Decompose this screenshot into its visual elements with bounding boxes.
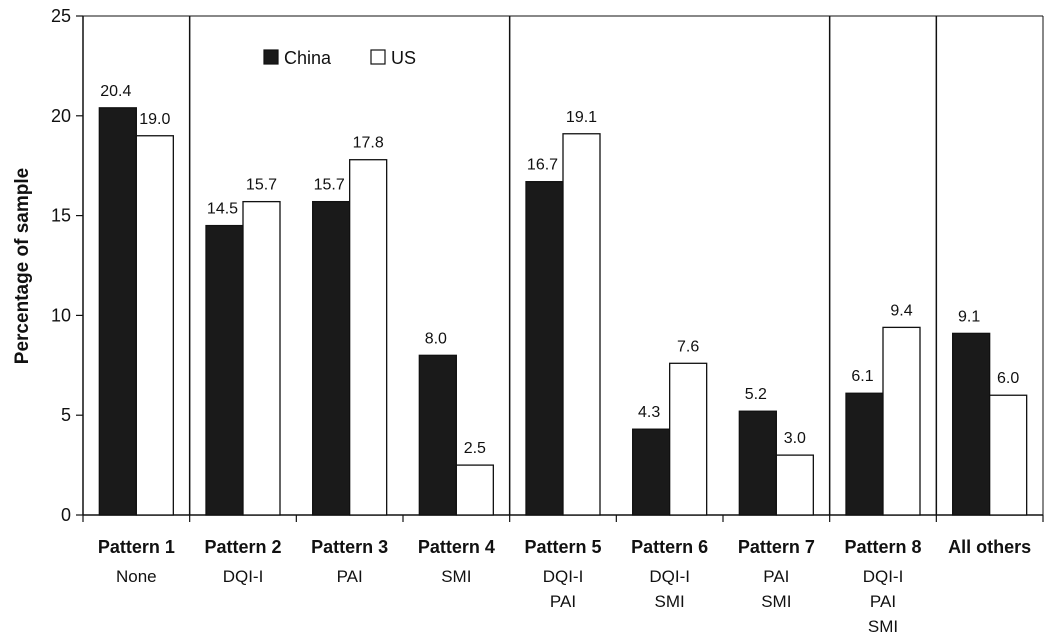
data-label-china: 4.3	[638, 404, 660, 421]
data-label-us: 3.0	[784, 430, 806, 447]
bar-us	[775, 454, 814, 516]
bar-us	[455, 464, 494, 516]
bar-china	[525, 181, 564, 516]
category-sublabel: PAI	[763, 567, 789, 586]
bar-china	[845, 392, 884, 516]
bar-us	[135, 135, 174, 516]
y-tick-label: 20	[51, 106, 71, 126]
bar-china	[312, 200, 351, 516]
y-tick-label: 5	[61, 405, 71, 425]
data-label-us: 17.8	[353, 135, 384, 152]
bar-us	[989, 394, 1028, 516]
legend-label-us: US	[391, 48, 416, 68]
data-label-us: 19.1	[566, 109, 597, 126]
category-label: Pattern 7	[738, 537, 815, 557]
y-tick-label: 25	[51, 6, 71, 26]
category-label: Pattern 6	[631, 537, 708, 557]
data-label-china: 9.1	[958, 308, 980, 325]
bar-us	[242, 200, 281, 516]
category-sublabel: SMI	[868, 617, 898, 636]
category-sublabel: PAI	[337, 567, 363, 586]
data-label-china: 20.4	[100, 83, 131, 100]
category-label: All others	[948, 537, 1031, 557]
data-label-us: 9.4	[890, 302, 912, 319]
y-tick-label: 0	[61, 505, 71, 525]
category-sublabel: SMI	[441, 567, 471, 586]
y-tick-label: 15	[51, 206, 71, 226]
bar-china	[738, 410, 777, 516]
category-label: Pattern 8	[844, 537, 921, 557]
category-label: Pattern 2	[204, 537, 281, 557]
bar-china	[632, 428, 671, 516]
category-sublabel: PAI	[870, 592, 896, 611]
category-sublabel: SMI	[655, 592, 685, 611]
category-sublabel: PAI	[550, 592, 576, 611]
data-label-china: 15.7	[314, 177, 345, 194]
data-label-us: 15.7	[246, 177, 277, 194]
data-label-china: 8.0	[425, 330, 447, 347]
data-label-us: 7.6	[677, 338, 699, 355]
category-sublabel: DQI-I	[649, 567, 690, 586]
data-label-china: 14.5	[207, 201, 238, 218]
category-sublabel: DQI-I	[863, 567, 904, 586]
category-label: Pattern 1	[98, 537, 175, 557]
data-label-us: 19.0	[139, 111, 170, 128]
category-label: Pattern 5	[524, 537, 601, 557]
category-sublabel: DQI-I	[223, 567, 264, 586]
data-label-china: 16.7	[527, 157, 558, 174]
data-label-china: 5.2	[745, 386, 767, 403]
data-label-us: 2.5	[464, 440, 486, 457]
data-label-china: 6.1	[851, 368, 873, 385]
bar-us	[882, 326, 921, 516]
y-axis-label: Percentage of sample	[12, 168, 33, 364]
bar-us	[349, 159, 388, 516]
legend-swatch-china	[263, 49, 279, 65]
category-label: Pattern 4	[418, 537, 495, 557]
category-sublabel: DQI-I	[543, 567, 584, 586]
legend-label-china: China	[284, 48, 332, 68]
category-label: Pattern 3	[311, 537, 388, 557]
category-sublabel: SMI	[761, 592, 791, 611]
bar-china	[98, 107, 137, 516]
bar-us	[562, 133, 601, 516]
bar-us	[669, 362, 708, 516]
bar-china	[418, 354, 457, 516]
bar-china	[205, 224, 244, 516]
data-label-us: 6.0	[997, 370, 1019, 387]
legend-swatch-us	[370, 49, 386, 65]
bar-china	[952, 332, 991, 516]
y-tick-label: 10	[51, 305, 71, 325]
category-sublabel: None	[116, 567, 157, 586]
